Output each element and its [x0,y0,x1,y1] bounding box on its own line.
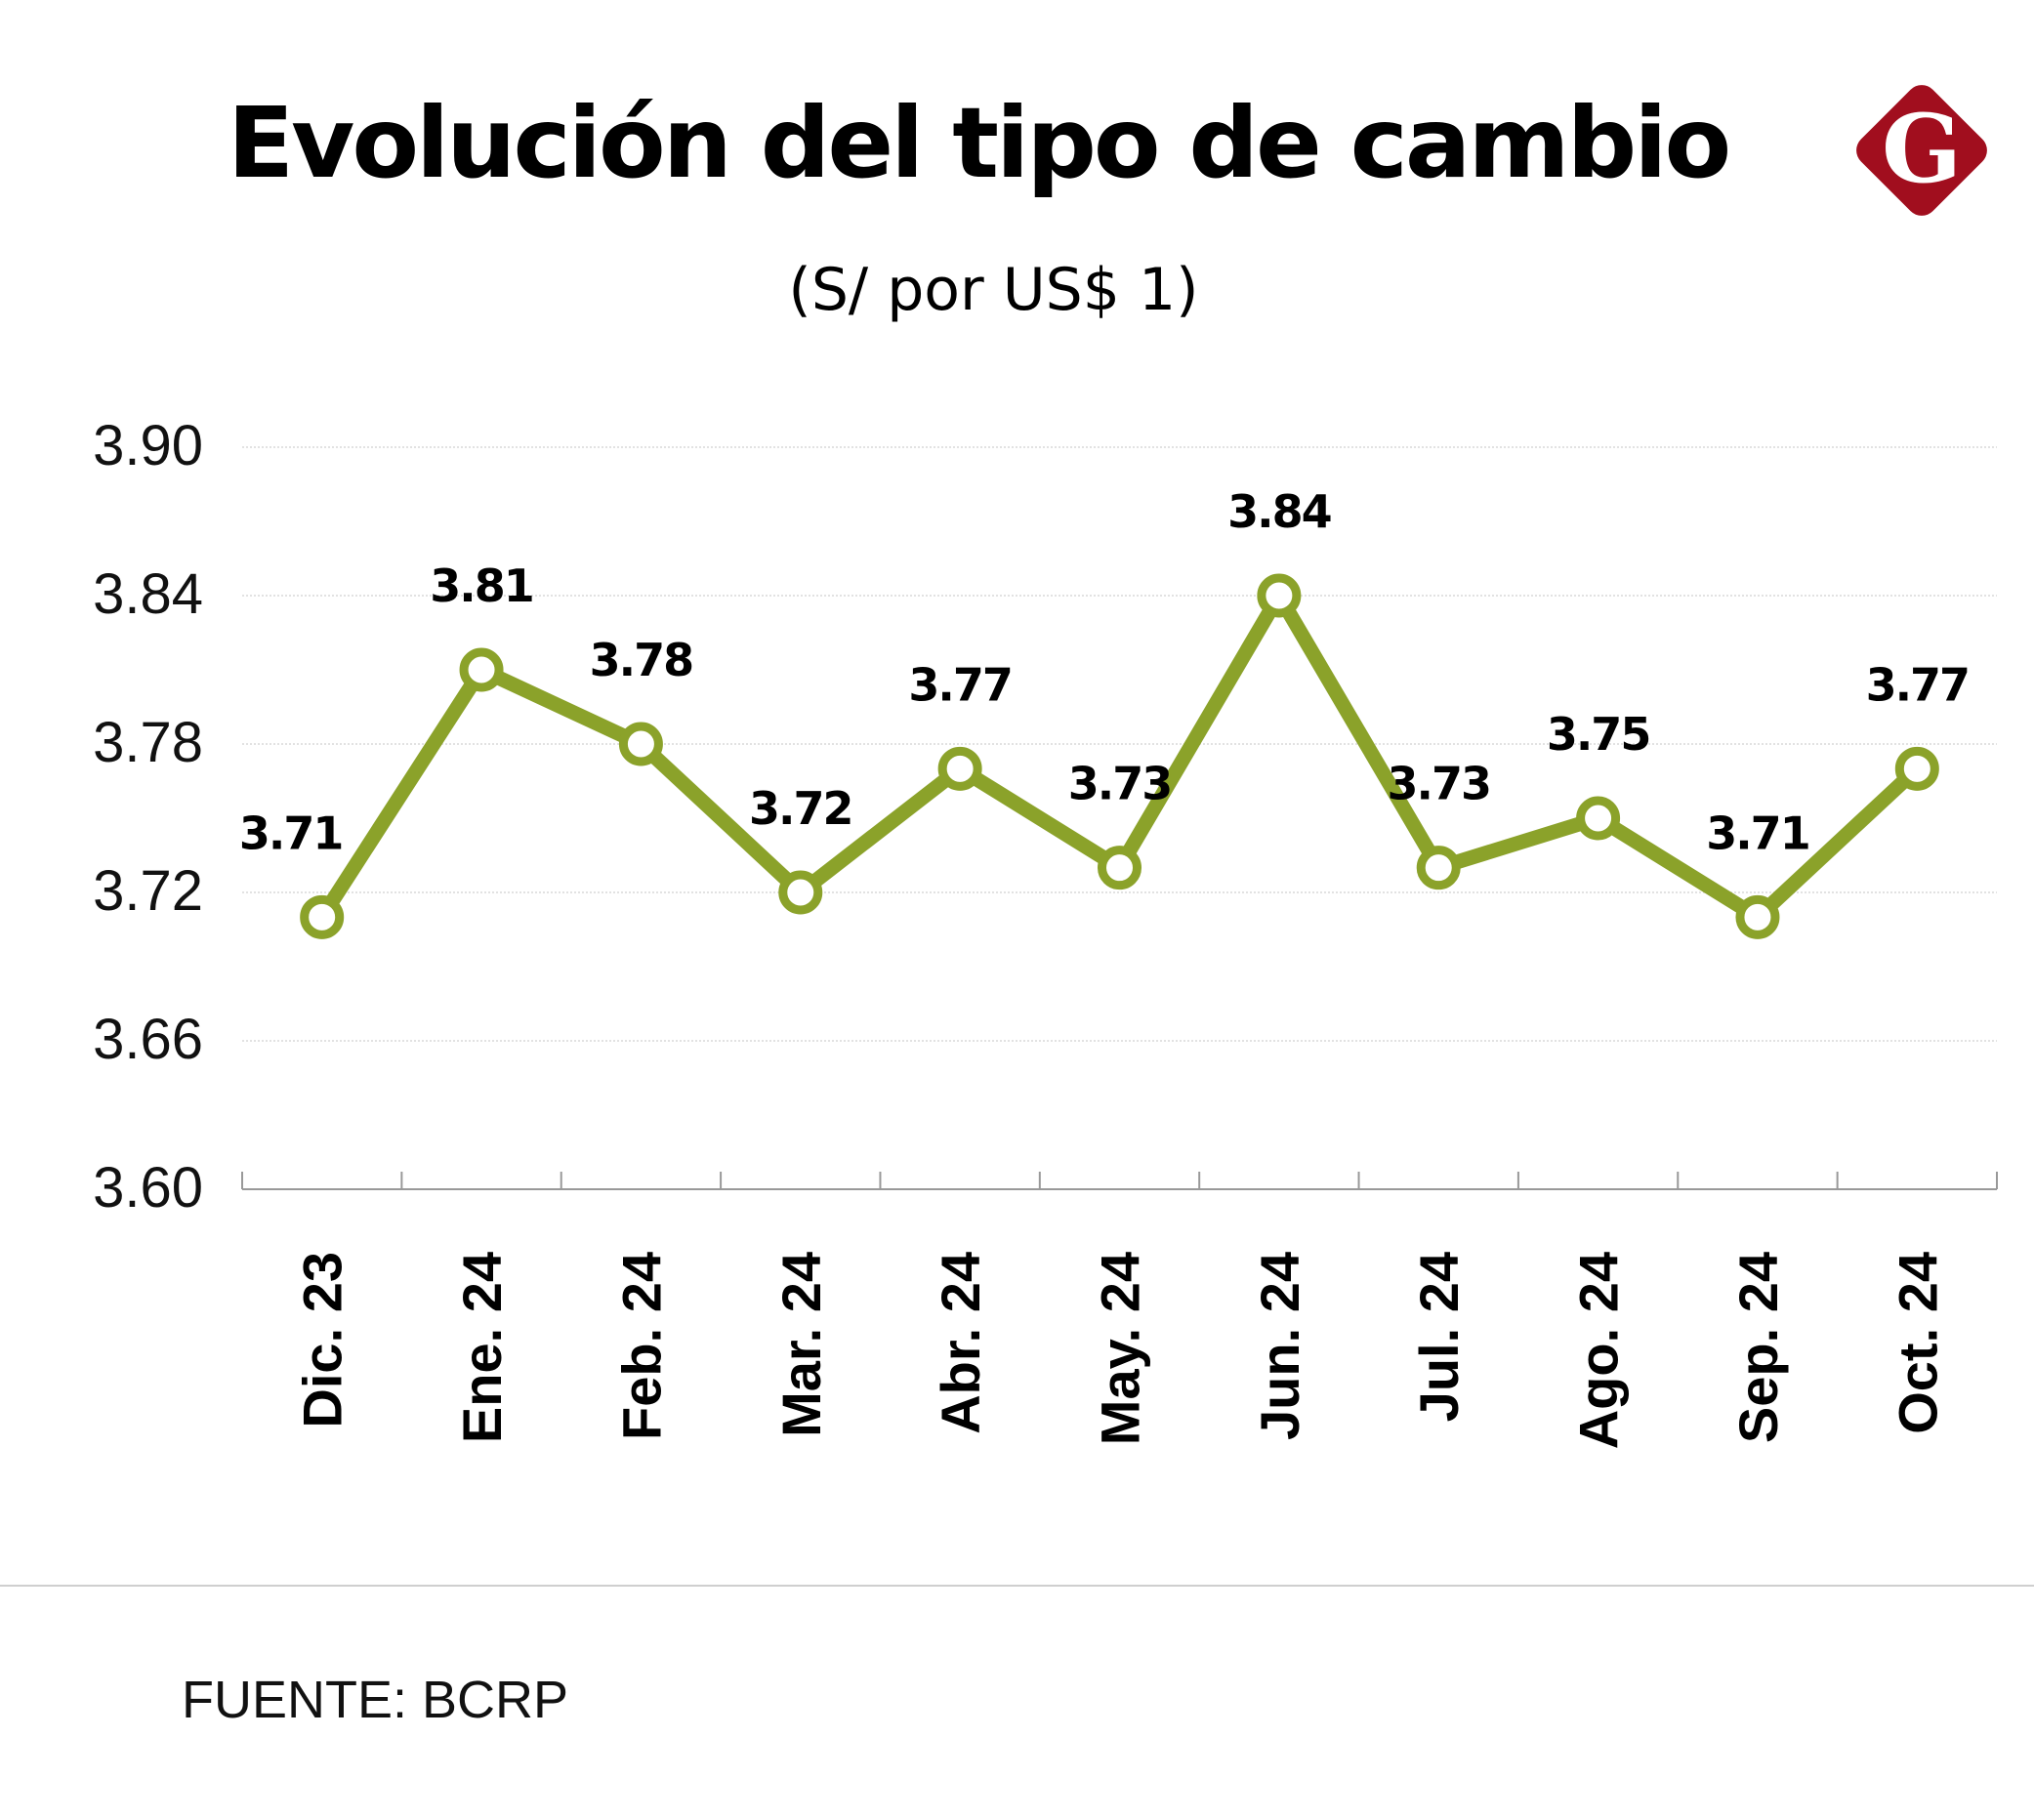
brand-logo: G [1856,85,1987,216]
y-tick-label: 3.78 [93,711,203,774]
x-tick-label: Oct. 24 [1887,1252,1948,1434]
logo-diamond [1856,85,1987,216]
y-tick-label: 3.66 [93,1008,203,1071]
x-tick-label: Sep. 24 [1727,1252,1789,1443]
data-point [937,746,982,791]
x-tick-label: Ago. 24 [1568,1252,1630,1449]
data-point [1257,573,1302,618]
data-label: 3.77 [908,658,1012,711]
data-point [618,722,663,766]
data-point [300,894,345,939]
data-label: 3.84 [1227,485,1331,538]
data-label: 3.73 [1068,758,1172,810]
data-label: 3.81 [430,559,533,612]
x-tick-label: Mar. 24 [770,1252,832,1437]
x-tick-label: Feb. 24 [610,1252,672,1440]
data-point [1894,746,1939,791]
y-tick-label: 3.60 [93,1156,203,1220]
data-label: 3.72 [749,782,852,835]
data-point [459,647,504,692]
data-label: 3.75 [1547,708,1650,761]
data-label: 3.78 [590,634,693,686]
logo-letter: G [1882,94,1962,204]
line-chart: 3.60 3.66 3.72 3.78 3.84 3.90 Dic. 23 Ene. 24 Fe… [93,414,1998,1449]
data-point [1098,846,1142,890]
chart-subtitle: (S/ por US$ 1) [788,256,1199,324]
y-tick-label: 3.90 [93,414,203,477]
y-tick-label: 3.84 [93,562,203,626]
data-point [1576,796,1621,841]
x-tick-label: May. 24 [1090,1252,1151,1445]
x-tick-label: Abr. 24 [930,1252,991,1434]
data-label: 3.71 [239,807,343,859]
data-label: 3.73 [1387,758,1490,810]
x-tick-label: Dic. 23 [292,1252,353,1428]
y-tick-label: 3.72 [93,859,203,923]
data-label: 3.77 [1866,658,1970,711]
source-note: FUENTE: BCRP [182,1671,569,1729]
divider [0,1585,2034,1587]
data-label: 3.71 [1706,807,1809,859]
x-tick-label: Jun. 24 [1249,1252,1310,1440]
chart-title: Evolución del tipo de cambio [227,86,1731,200]
data-point [1735,894,1780,939]
data-point [1416,846,1461,890]
x-tick-label: Jul. 24 [1408,1252,1470,1422]
x-tick-label: Ene. 24 [451,1252,513,1443]
data-point [778,870,823,915]
